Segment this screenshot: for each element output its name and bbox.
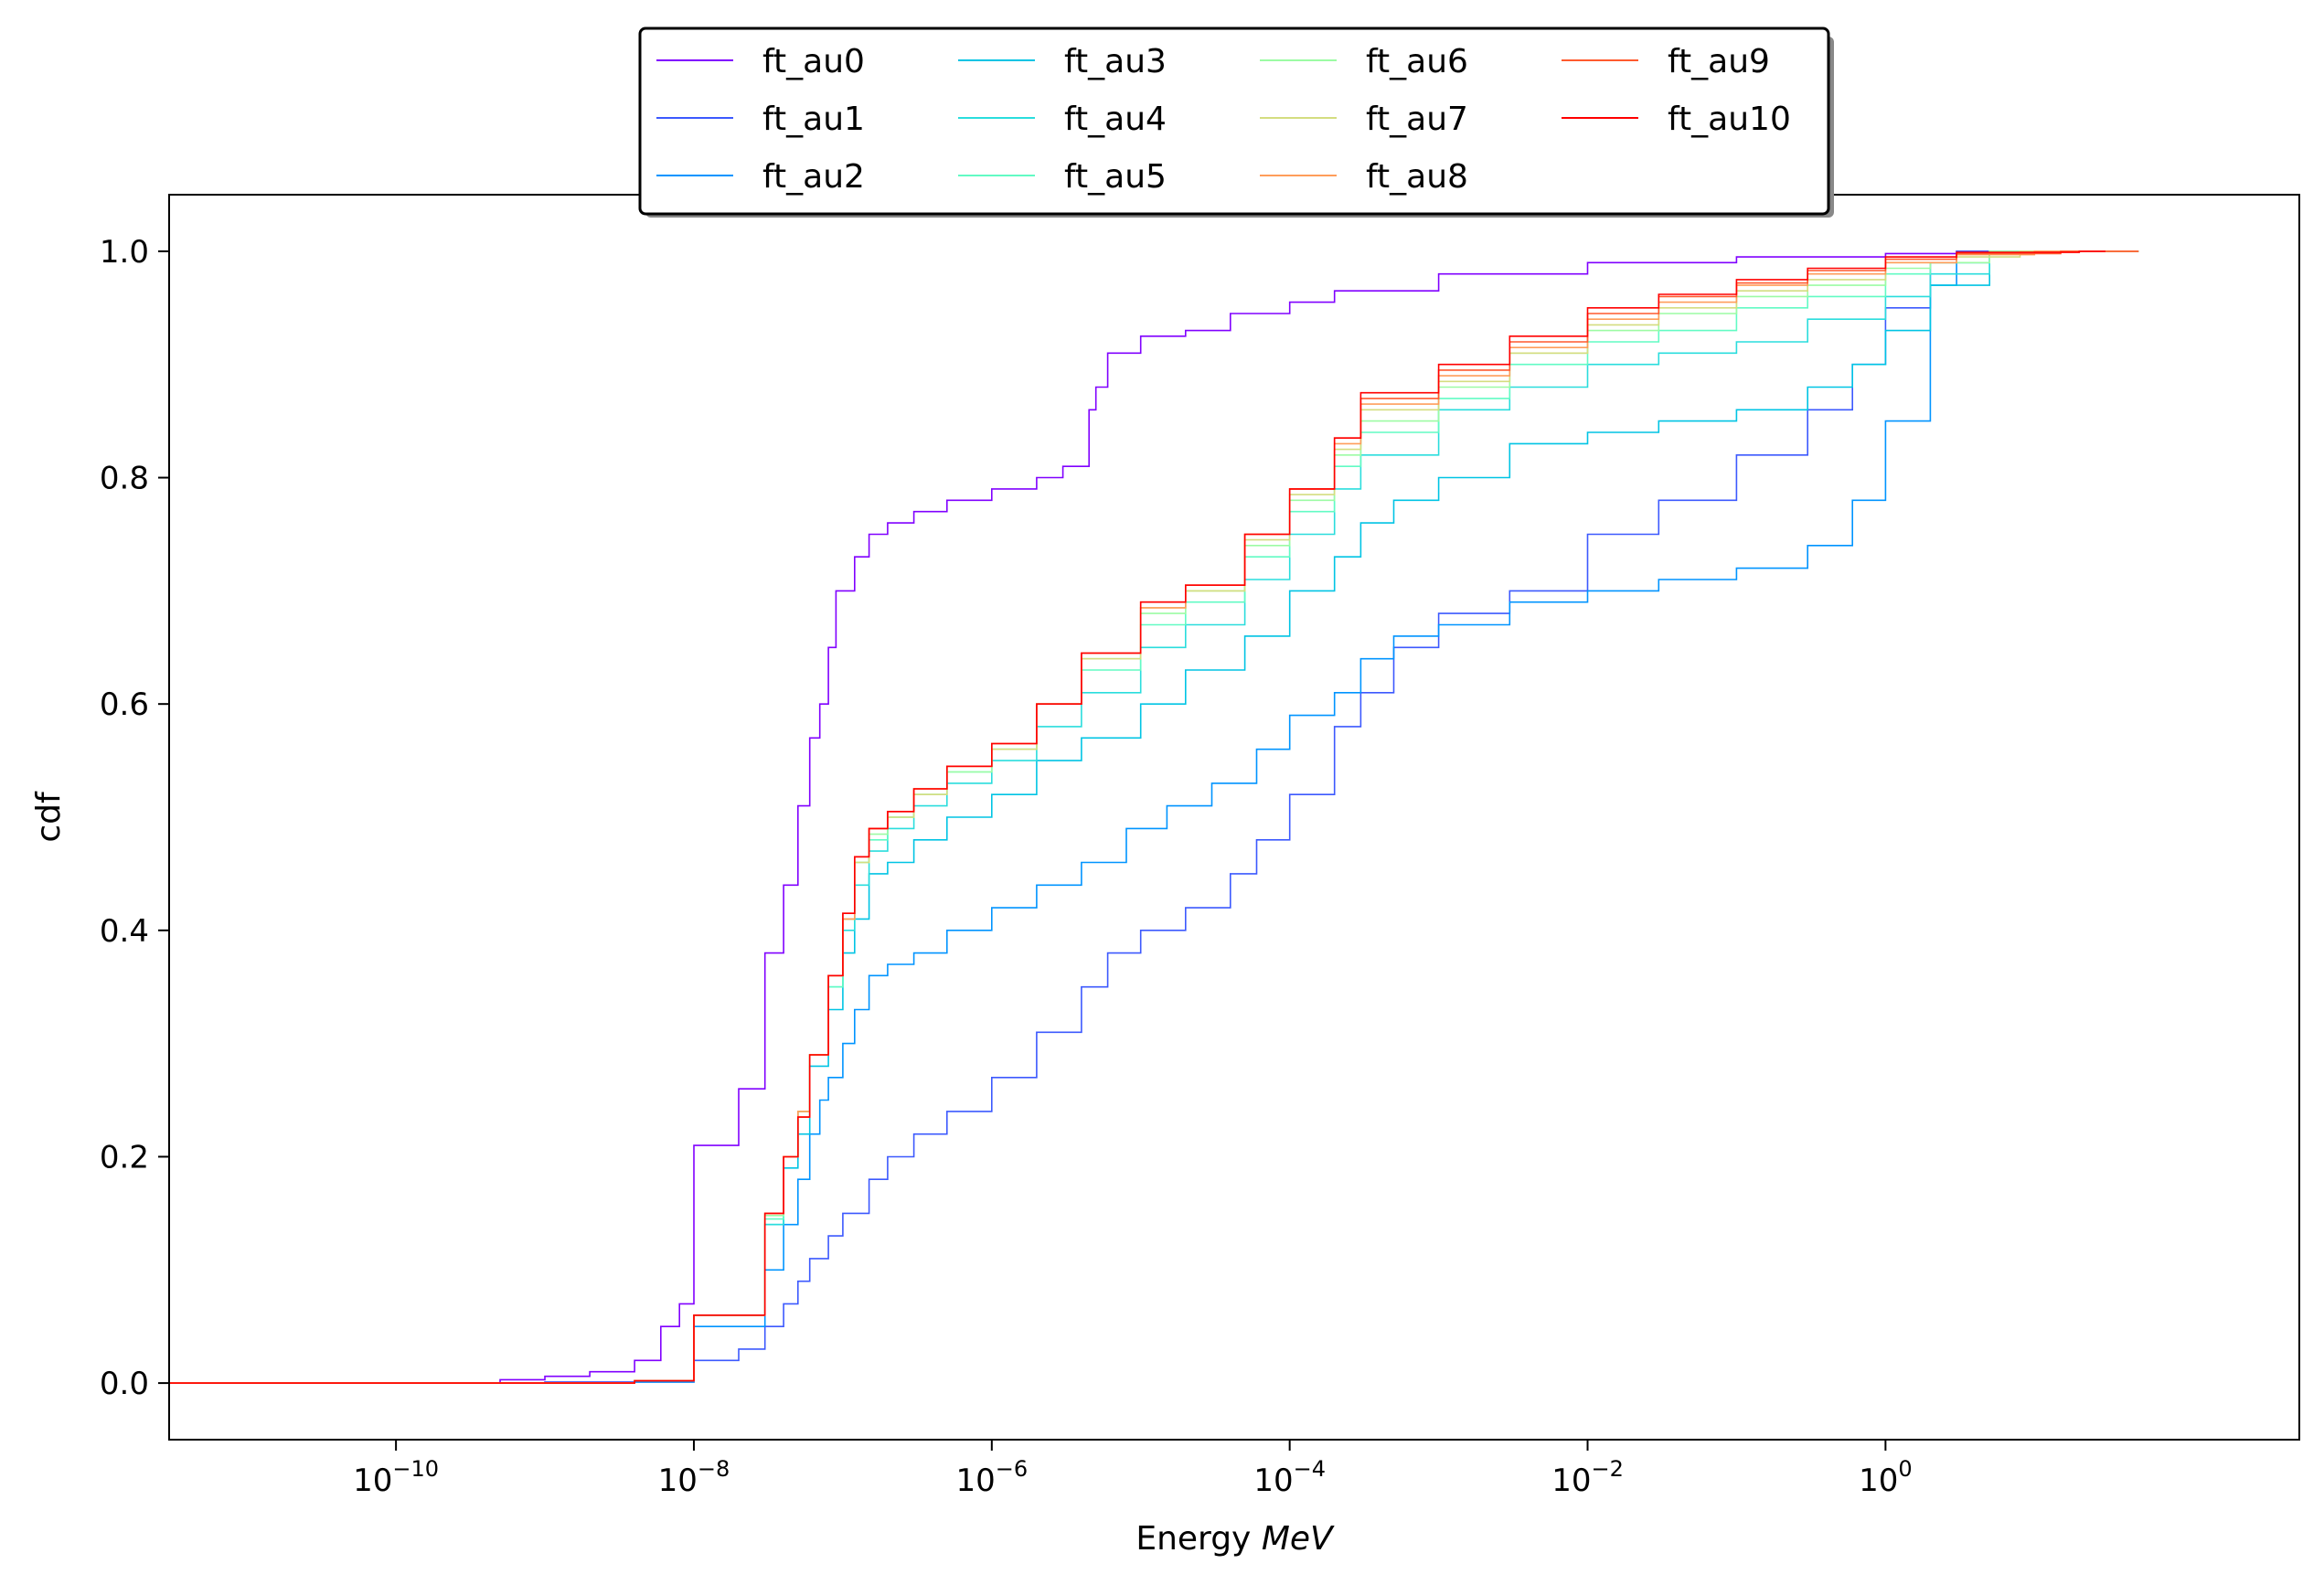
- series-layer: [169, 250, 2139, 1384]
- x-tick-label: 10−6: [955, 1456, 1028, 1499]
- y-tick-label: 0.8: [100, 461, 149, 497]
- x-tick-label: 10−4: [1253, 1456, 1326, 1499]
- x-tick-label-exponent: −8: [698, 1456, 730, 1482]
- y-axis-ticks: 0.0 0.2 0.4 0.6 0.8 1.0: [100, 234, 169, 1402]
- legend-label-ft_au3: ft_au3: [1064, 43, 1167, 80]
- legend-label-ft_au1: ft_au1: [762, 101, 865, 138]
- legend-label-ft_au9: ft_au9: [1668, 43, 1770, 80]
- x-tick-label-base: 10: [955, 1463, 995, 1499]
- x-axis-label-gap: [1251, 1520, 1261, 1558]
- x-tick-label-base: 10: [1859, 1463, 1898, 1499]
- y-tick-label: 0.0: [100, 1366, 149, 1402]
- x-tick-label-exponent: −4: [1294, 1456, 1326, 1482]
- y-axis-label: cdf: [30, 791, 68, 843]
- series-line-ft_au10: [169, 250, 2105, 1384]
- y-tick-label: 1.0: [100, 234, 149, 271]
- series-line-ft_au3: [169, 250, 2139, 1384]
- series-line-ft_au0: [169, 250, 2139, 1384]
- x-tick-label-exponent: −6: [996, 1456, 1028, 1482]
- x-tick-label-exponent: −10: [392, 1456, 439, 1482]
- x-tick-label: 10−2: [1551, 1456, 1624, 1499]
- legend-label-ft_au5: ft_au5: [1064, 158, 1167, 196]
- legend-label-ft_au4: ft_au4: [1064, 101, 1167, 138]
- legend-box: [638, 27, 1830, 216]
- x-tick-label-base: 10: [353, 1463, 392, 1499]
- series-line-ft_au1: [169, 250, 2139, 1384]
- x-tick-label-base: 10: [1551, 1463, 1591, 1499]
- legend-label-ft_au2: ft_au2: [762, 158, 865, 196]
- legend-label-ft_au10: ft_au10: [1668, 101, 1791, 138]
- y-tick-label: 0.4: [100, 913, 149, 950]
- legend-label-ft_au6: ft_au6: [1366, 43, 1468, 80]
- x-tick-label-base: 10: [658, 1463, 698, 1499]
- legend-label-ft_au7: ft_au7: [1366, 101, 1468, 138]
- legend-label-ft_au8: ft_au8: [1366, 158, 1468, 196]
- y-tick-label: 0.2: [100, 1139, 149, 1175]
- x-tick-label: 10−8: [658, 1456, 730, 1499]
- x-tick-label-exponent: 0: [1898, 1456, 1912, 1482]
- series-line-ft_au2: [169, 250, 2139, 1384]
- x-axis-label-text: Energy: [1135, 1520, 1251, 1558]
- x-tick-label: 100: [1859, 1456, 1913, 1499]
- x-axis-ticks: 10−10 10−8 10−6 10−4 10−2 100: [353, 1440, 1913, 1499]
- x-tick-label-base: 10: [1253, 1463, 1293, 1499]
- legend: ft_au0 ft_au1 ft_au2 ft_au3 ft_au4 ft_au5 ft_a…: [638, 27, 1834, 218]
- legend-label-ft_au0: ft_au0: [762, 43, 865, 80]
- x-tick-label-exponent: −2: [1591, 1456, 1623, 1482]
- x-axis-label-unit: MeV: [1262, 1520, 1335, 1558]
- legend-items: ft_au0 ft_au1 ft_au2 ft_au3 ft_au4 ft_au5 ft_a…: [656, 43, 1791, 196]
- x-tick-label: 10−10: [353, 1456, 439, 1499]
- x-axis-label: Energy MeV: [1135, 1520, 1335, 1558]
- y-tick-label: 0.6: [100, 686, 149, 723]
